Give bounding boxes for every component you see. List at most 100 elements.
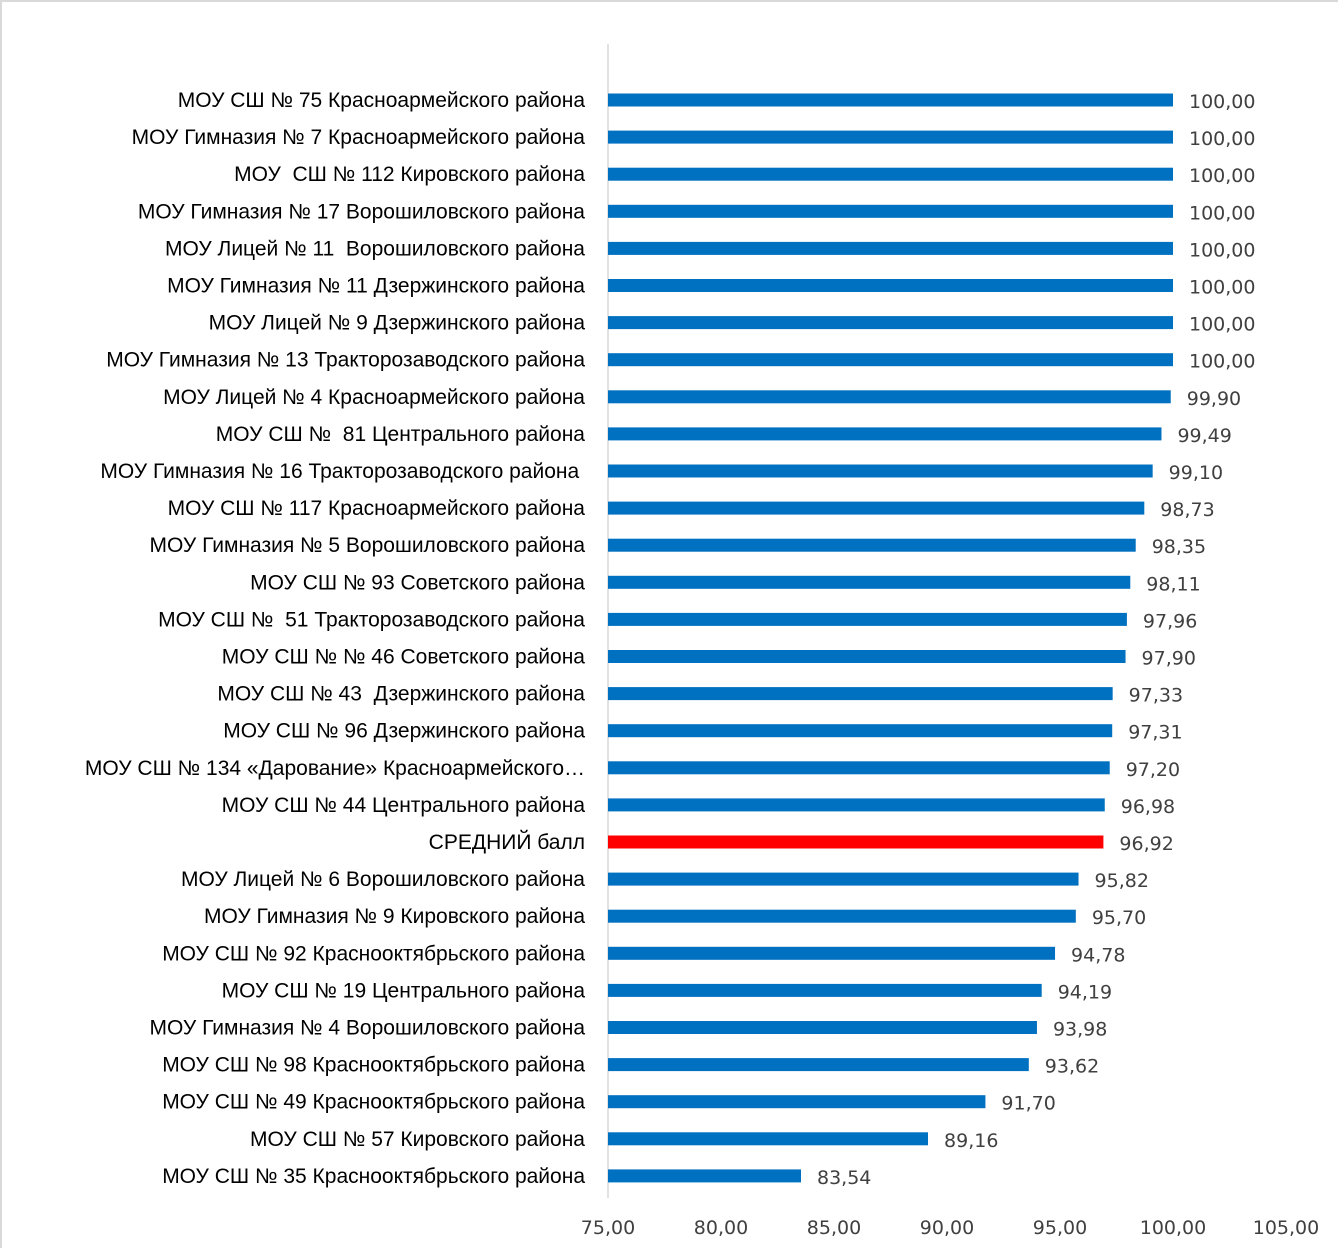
category-label: МОУ СШ № 51 Тракторозаводского района [158,608,585,631]
category-label: МОУ Гимназия № 7 Красноармейского района [132,126,586,149]
bar [608,650,1126,663]
x-tick-label: 95,00 [1033,1217,1087,1239]
value-label: 96,98 [1121,796,1175,818]
bar [608,241,1173,255]
value-label: 100,00 [1189,165,1255,187]
x-tick-label: 90,00 [920,1217,974,1239]
x-tick-label: 105,00 [1253,1217,1319,1239]
category-label: МОУ СШ № 134 «Дарование» Красноармейског… [85,757,585,780]
value-label: 89,16 [944,1130,998,1152]
category-label: МОУ СШ № 112 Кировского района [234,163,585,186]
value-label: 100,00 [1189,351,1255,373]
bar [608,946,1056,960]
bar [608,1169,802,1183]
bar [608,353,1173,367]
value-label: 99,90 [1187,388,1241,410]
category-label: МОУ Гимназия № 11 Дзержинского района [167,275,585,298]
value-label: 100,00 [1189,91,1255,113]
category-label: МОУ Гимназия № 4 Ворошиловского района [150,1017,586,1040]
category-label: МОУ Лицей № 9 Дзержинского района [209,312,586,335]
bar [608,983,1042,997]
category-label: МОУ СШ № 93 Советского района [250,571,585,594]
x-tick-label: 75,00 [581,1217,635,1239]
value-label: 93,62 [1045,1056,1099,1078]
bar [608,464,1153,478]
value-label: 98,35 [1152,536,1206,558]
bar [608,687,1113,701]
category-label: МОУ Лицей № 6 Ворошиловского района [181,868,585,891]
category-label: МОУ Гимназия № 5 Ворошиловского района [150,534,586,557]
value-label: 98,73 [1160,499,1214,521]
value-label: 94,78 [1071,944,1125,966]
category-label: СРЕДНИЙ балл [429,830,585,854]
value-label: 91,70 [1001,1093,1055,1115]
bar [608,167,1173,181]
x-tick-label: 85,00 [807,1217,861,1239]
bar [608,1132,929,1146]
value-label: 97,33 [1129,685,1183,707]
bar [608,612,1127,626]
value-label: 95,70 [1092,907,1146,929]
x-ticks-group: 75,00 80,00 85,00 90,00 95,00 100,00 105,00 [581,1217,1319,1239]
category-label: МОУ СШ № 81 Центрального района [216,423,586,446]
value-label: 100,00 [1189,128,1255,150]
bar [608,204,1173,218]
value-label: 97,90 [1142,648,1196,670]
category-label: МОУ СШ № 43 Дзержинского района [217,683,585,706]
value-label: 99,49 [1177,425,1231,447]
bar [608,1021,1037,1034]
category-label: МОУ Гимназия № 13 Тракторозаводского рай… [106,349,585,372]
value-label: 97,20 [1126,759,1180,781]
bar [608,427,1162,441]
category-label: МОУ СШ № 98 Краснооктябрьского района [162,1054,585,1077]
bar [608,909,1076,923]
value-label: 95,82 [1095,870,1149,892]
value-label: 97,31 [1128,722,1182,744]
x-tick-label: 80,00 [694,1217,748,1239]
category-label: МОУ СШ № 117 Красноармейского района [168,497,586,520]
value-label: 93,98 [1053,1019,1107,1041]
bar [608,316,1173,330]
value-label: 97,96 [1143,610,1197,632]
value-label: 98,11 [1146,573,1200,595]
category-label: МОУ Гимназия № 16 Тракторозаводского рай… [100,460,585,483]
bar [608,279,1173,292]
category-label: МОУ Лицей № 11 Ворошиловского района [165,237,585,260]
value-label: 96,92 [1119,833,1173,855]
bar [608,872,1079,886]
bar [608,798,1105,812]
bar [608,761,1110,775]
bar [608,390,1171,404]
bar [608,93,1173,107]
value-label: 99,10 [1169,462,1223,484]
bar [608,1058,1029,1072]
value-label: 100,00 [1189,202,1255,224]
category-label: МОУ СШ № 96 Дзержинского района [223,720,585,743]
bar [608,575,1131,589]
category-label: МОУ СШ № 49 Краснооктябрьского района [162,1091,585,1114]
category-label: МОУ СШ № 92 Краснооктябрьского района [162,942,585,965]
category-label: МОУ СШ № № 46 Советского района [222,646,586,669]
bar [608,724,1113,738]
category-label: МОУ Лицей № 4 Красноармейского района [163,386,585,409]
category-labels-group: МОУ СШ № 75 Красноармейского района МОУ Г… [85,89,585,1188]
bar [608,538,1136,552]
bars-group [608,93,1173,1183]
value-label: 83,54 [817,1167,871,1189]
value-label: 100,00 [1189,314,1255,336]
category-label: МОУ СШ № 57 Кировского района [250,1128,585,1151]
category-label: МОУ Гимназия № 17 Ворошиловского района [138,200,585,223]
bar [608,501,1145,515]
value-label: 100,00 [1189,239,1255,261]
category-label: МОУ Гимназия № 9 Кировского района [204,905,585,928]
category-label: МОУ СШ № 19 Центрального района [222,979,586,1002]
category-label: МОУ СШ № 75 Красноармейского района [178,89,586,112]
x-tick-label: 100,00 [1140,1217,1206,1239]
bar [608,1095,986,1109]
value-label: 94,19 [1058,981,1112,1003]
bar-average [608,835,1104,849]
category-label: МОУ СШ № 44 Центрального района [222,794,586,817]
bar [608,130,1173,144]
